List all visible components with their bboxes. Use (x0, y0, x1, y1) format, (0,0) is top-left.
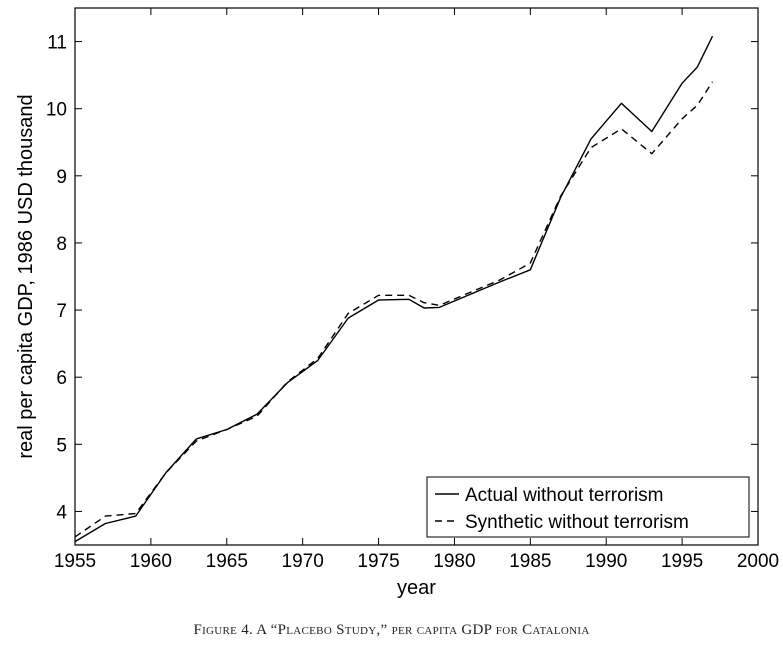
legend-label: Synthetic without terrorism (465, 512, 689, 533)
x-axis-label: year (397, 577, 436, 599)
y-tick-label: 10 (46, 100, 67, 121)
y-tick-label: 8 (56, 234, 67, 255)
y-tick-label: 7 (56, 301, 67, 322)
y-tick-label: 4 (56, 502, 67, 523)
legend: Actual without terrorism Synthetic withou… (426, 476, 750, 538)
y-tick-label: 6 (56, 368, 67, 389)
x-tick-label: 1960 (130, 551, 172, 572)
x-tick-label: 1980 (433, 551, 475, 572)
x-tick-label: 1985 (509, 551, 551, 572)
x-tick-label: 2000 (737, 551, 779, 572)
series-line-actual (74, 35, 714, 543)
x-tick-label: 1975 (357, 551, 399, 572)
y-tick-label: 9 (56, 167, 67, 188)
line-chart: 1955 1960 1965 1970 1975 1980 1985 1990 1995 2000… (15, 7, 779, 599)
y-tick-label: 11 (47, 33, 67, 54)
y-axis-label: real per capita GDP, 1986 USD thousand (15, 94, 37, 458)
x-tick-label: 1955 (54, 551, 96, 572)
legend-box (426, 476, 750, 538)
x-tick-label: 1970 (282, 551, 324, 572)
series-lines (74, 35, 714, 543)
x-tick-label: 1965 (206, 551, 248, 572)
x-tick-label: 1990 (585, 551, 627, 572)
axes: 1955 1960 1965 1970 1975 1980 1985 1990 1995 2000… (15, 7, 779, 599)
y-tick-label: 5 (56, 435, 67, 456)
series-line-synthetic (74, 81, 714, 538)
x-tick-label: 1995 (661, 551, 703, 572)
legend-label: Actual without terrorism (465, 485, 664, 506)
figure-caption: Figure 4. A “Placebo Study,” per capita … (193, 622, 590, 638)
plot-frame (74, 7, 759, 546)
